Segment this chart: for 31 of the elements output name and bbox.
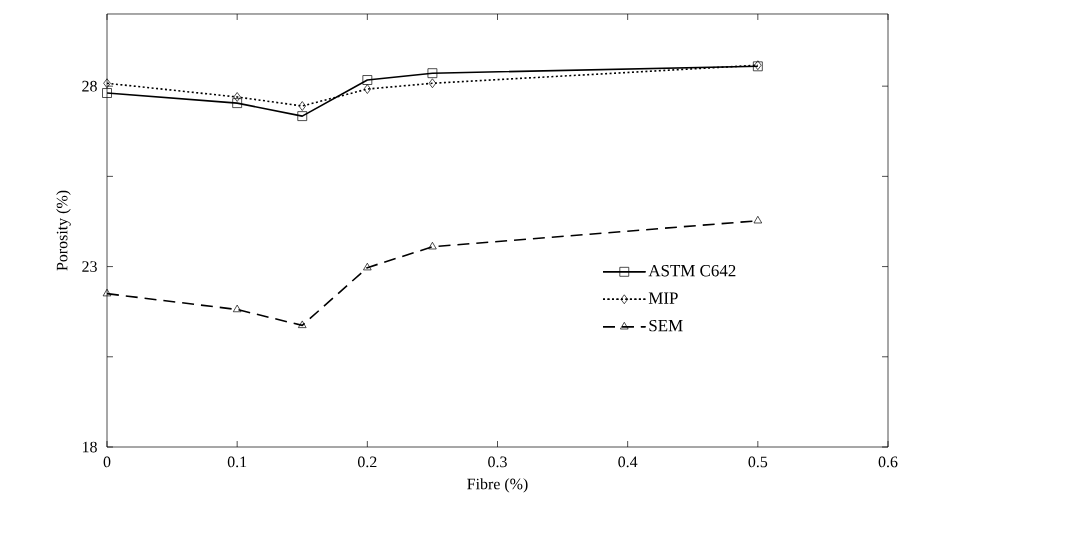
point: [232, 304, 242, 313]
point: [298, 101, 306, 111]
point: [233, 92, 241, 102]
point: [427, 68, 438, 79]
legend-label: SEM: [649, 319, 683, 332]
x-tick-label: 0.3: [488, 456, 507, 468]
x-tick-label: 0.1: [227, 456, 247, 468]
point: [102, 88, 112, 98]
y-axis-title: Porosity (%): [56, 190, 71, 271]
x-tick-label: 0.2: [357, 456, 377, 468]
point: [102, 288, 112, 297]
legend-label: ASTM C642: [648, 264, 736, 277]
y-tick-label: 23: [82, 261, 97, 272]
point: [362, 75, 373, 85]
x-axis-title: Fibre (%): [467, 478, 528, 493]
y-tick-label: 18: [82, 441, 97, 453]
point: [298, 320, 307, 328]
point: [297, 111, 308, 121]
x-tick-label: 0: [103, 456, 111, 468]
point: [103, 78, 111, 89]
point: [363, 262, 372, 271]
x-tick-label: 0.6: [878, 456, 898, 468]
point: [232, 98, 242, 108]
x-tick-label: 0.5: [748, 456, 768, 468]
point: [363, 84, 372, 94]
x-tick-label: 0.4: [618, 456, 638, 468]
point: [428, 78, 437, 89]
legend-label: MIP: [648, 292, 678, 304]
point: [753, 215, 763, 224]
point: [428, 241, 437, 250]
y-tick-label: 28: [82, 80, 97, 92]
